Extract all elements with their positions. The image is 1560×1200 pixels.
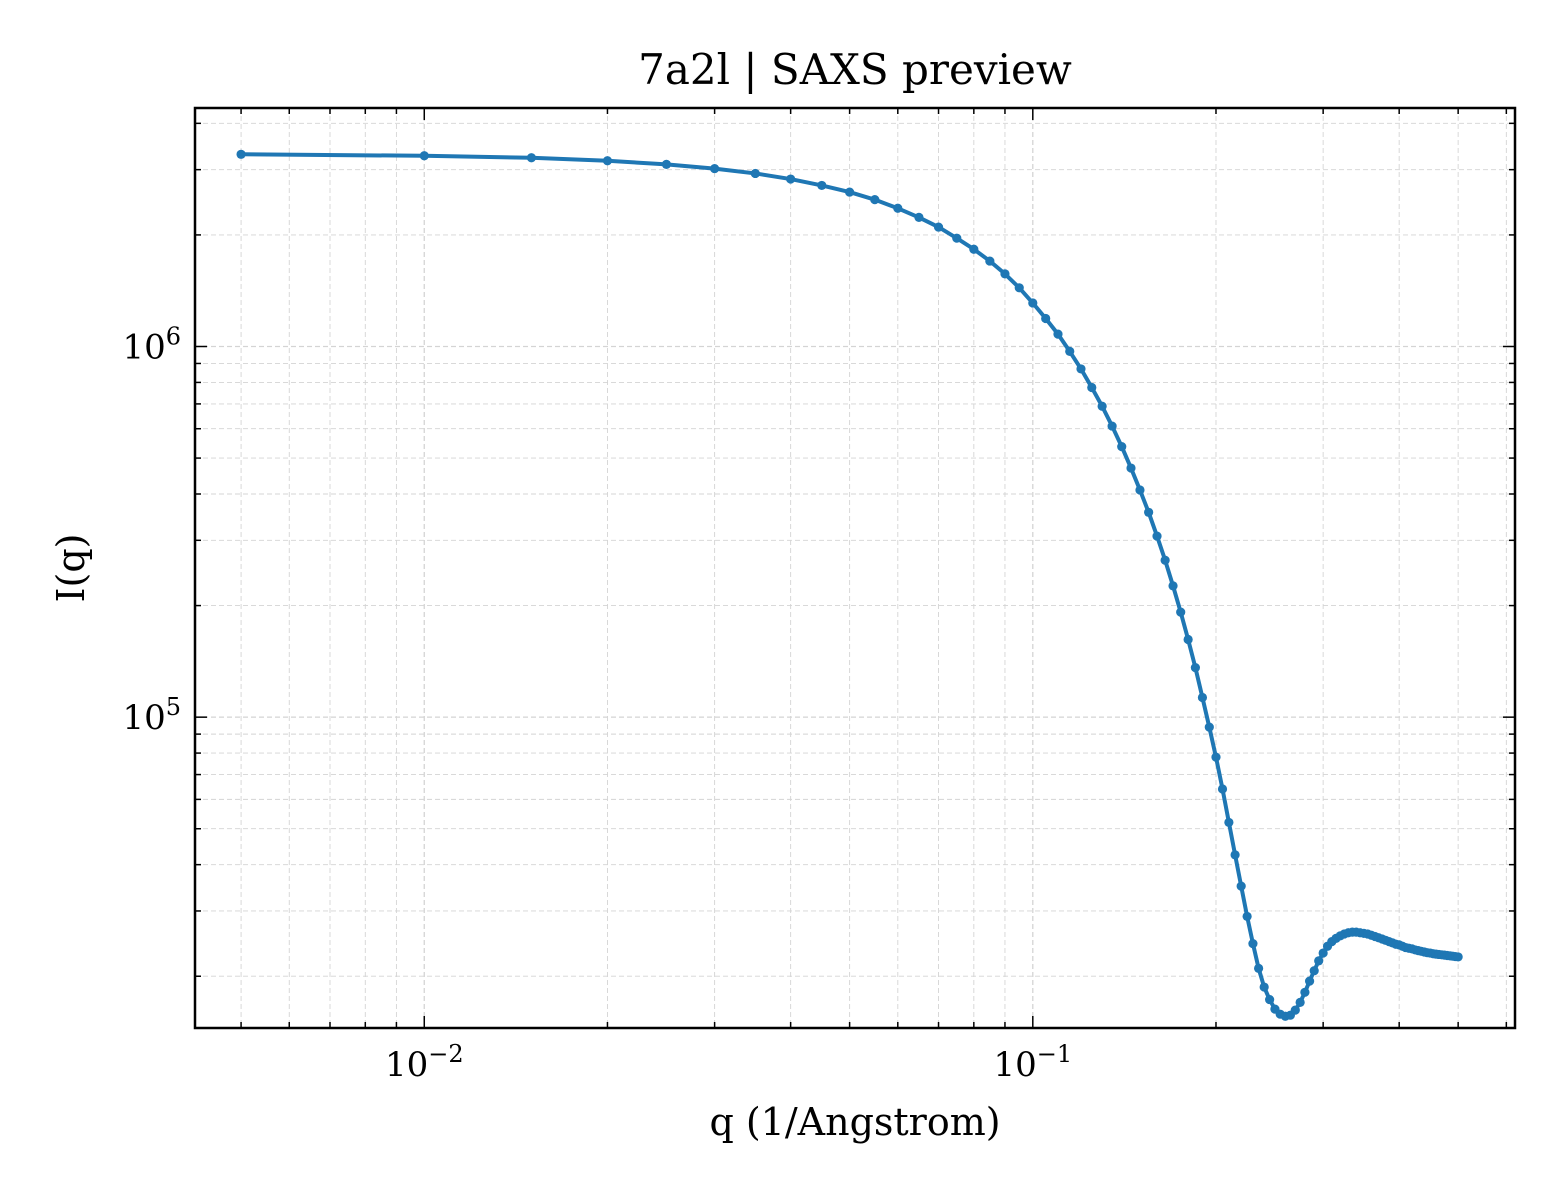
data-point [1126, 463, 1136, 473]
data-point [1117, 441, 1127, 452]
data-point [870, 195, 880, 205]
data-point [236, 149, 246, 159]
data-point [661, 159, 672, 169]
y-axis-label: I(q) [49, 534, 93, 603]
data-point [1168, 581, 1178, 591]
data-point [1076, 364, 1086, 374]
data-point [1152, 531, 1162, 541]
data-point [1160, 555, 1170, 565]
data-point [710, 163, 720, 174]
data-point [1000, 269, 1010, 279]
data-point [985, 256, 995, 266]
data-point [1028, 298, 1038, 308]
data-point [1135, 485, 1145, 495]
data-point [1290, 1005, 1300, 1015]
data-point [1053, 329, 1063, 339]
data-point [419, 151, 429, 161]
data-point [1236, 881, 1246, 891]
data-point [817, 180, 827, 191]
data-point [1453, 952, 1463, 962]
data-point [1065, 346, 1075, 356]
data-point [1259, 982, 1269, 992]
data-point [1183, 634, 1193, 645]
data-point [893, 203, 903, 213]
y-tick-label: 105 [122, 693, 181, 738]
data-point [1304, 976, 1315, 986]
data-point [1295, 997, 1305, 1007]
grid-layer [195, 108, 1515, 1028]
data-point [1041, 313, 1051, 324]
data-point [1176, 607, 1186, 617]
data-point [602, 156, 613, 166]
data-point [1242, 911, 1252, 922]
data-point [1230, 850, 1240, 860]
data-point [1190, 663, 1200, 673]
data-point [1265, 994, 1275, 1005]
data-point [1309, 966, 1319, 976]
data-point [1318, 948, 1328, 958]
data-point [914, 212, 924, 222]
data-point [1197, 692, 1208, 703]
data-point [1144, 507, 1154, 517]
data-point [1300, 987, 1310, 997]
data-layer [236, 149, 1463, 1021]
data-point [786, 174, 796, 184]
y-tick-label: 106 [122, 322, 181, 367]
data-point [933, 222, 944, 232]
data-point [1314, 956, 1324, 966]
data-point [526, 153, 537, 163]
data-point [1254, 963, 1264, 973]
x-tick-label: 10−1 [993, 1040, 1072, 1085]
data-point [1107, 421, 1117, 431]
data-point [1211, 752, 1221, 762]
data-point [1224, 817, 1234, 828]
x-axis-label: q (1/Angstrom) [709, 1100, 1000, 1144]
plot-frame [193, 106, 1517, 1030]
data-point [750, 168, 760, 179]
chart-title: 7a2l | SAXS preview [638, 45, 1072, 94]
data-point [1087, 382, 1097, 393]
data-point [969, 244, 979, 254]
data-point [1097, 401, 1107, 411]
tick-layer: 10−2 10−1 105 106 [122, 108, 1515, 1085]
data-point [952, 233, 962, 243]
x-tick-label: 10−2 [385, 1040, 464, 1085]
data-point [1217, 784, 1228, 794]
data-point [1014, 283, 1024, 293]
data-point [1248, 938, 1258, 949]
data-point [1204, 722, 1214, 732]
data-point [845, 187, 855, 197]
